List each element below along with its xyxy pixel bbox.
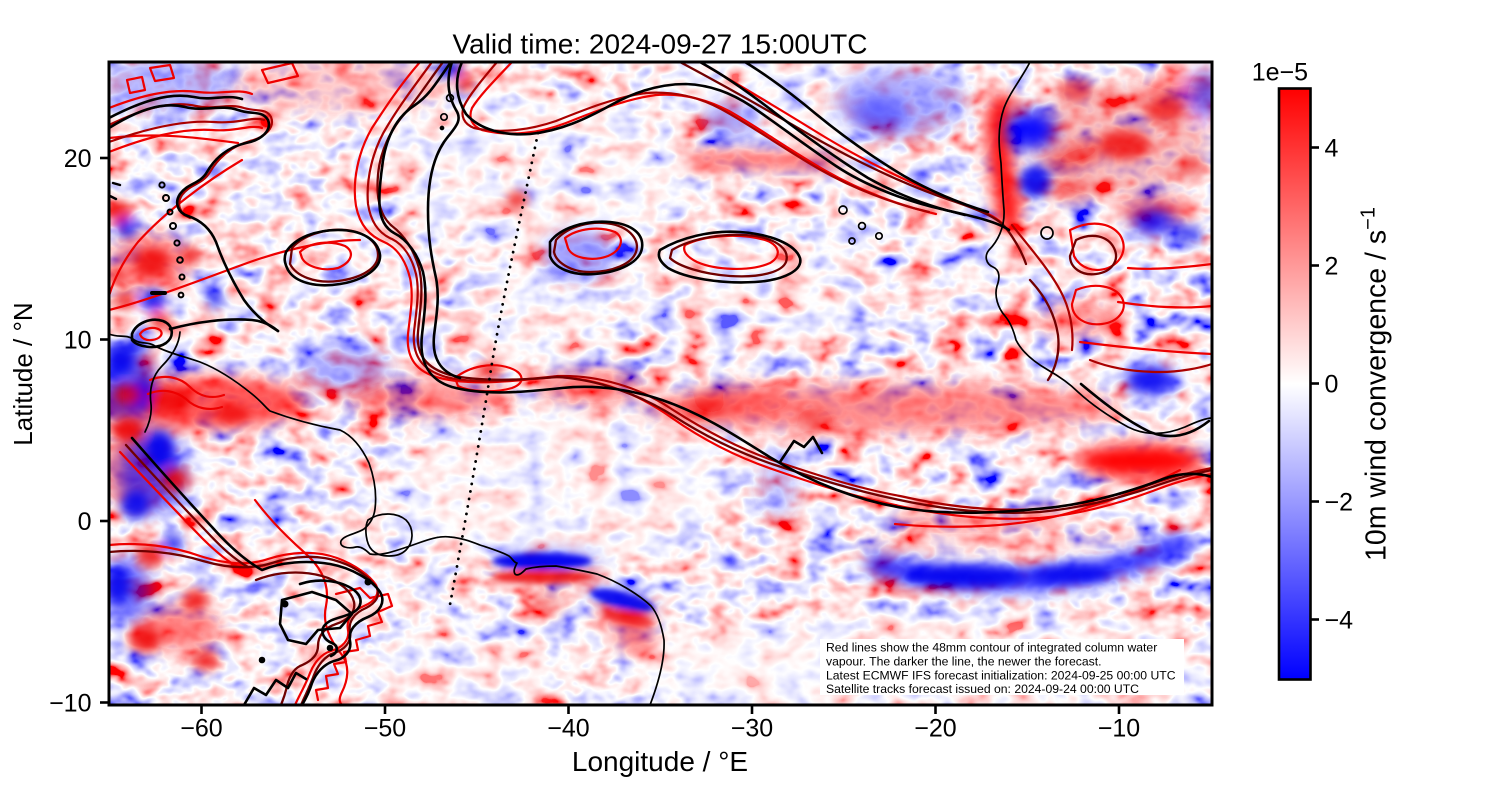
svg-text:−2: −2 (1325, 489, 1354, 517)
svg-text:Valid time: 2024-09-27 15:00UT: Valid time: 2024-09-27 15:00UTC (452, 29, 867, 60)
svg-text:−10: −10 (49, 690, 91, 718)
svg-text:Latitude / °N: Latitude / °N (8, 302, 38, 445)
svg-text:0: 0 (78, 508, 92, 536)
svg-text:−20: −20 (914, 715, 956, 743)
svg-text:−4: −4 (1325, 607, 1354, 635)
svg-text:4: 4 (1325, 135, 1339, 163)
svg-text:Red lines show the 48mm contou: Red lines show the 48mm contour of integ… (826, 641, 1157, 655)
svg-text:−50: −50 (364, 715, 406, 743)
svg-text:20: 20 (64, 145, 92, 173)
svg-text:2: 2 (1325, 253, 1339, 281)
svg-text:10m wind convergence / s−1: 10m wind convergence / s−1 (1358, 207, 1393, 561)
svg-text:10: 10 (64, 327, 92, 355)
svg-text:Satellite tracks forecast issu: Satellite tracks forecast issued on: 202… (826, 682, 1139, 696)
svg-text:−60: −60 (180, 715, 222, 743)
svg-text:−40: −40 (547, 715, 589, 743)
svg-text:−30: −30 (731, 715, 773, 743)
svg-text:0: 0 (1325, 371, 1339, 399)
svg-text:Latest ECMWF IFS forecast init: Latest ECMWF IFS forecast initialization… (826, 668, 1176, 682)
svg-text:vapour. The darker the line, t: vapour. The darker the line, the newer t… (826, 654, 1102, 668)
svg-text:−10: −10 (1098, 715, 1140, 743)
svg-text:Longitude / °E: Longitude / °E (572, 746, 748, 777)
svg-text:1e−5: 1e−5 (1252, 59, 1308, 87)
